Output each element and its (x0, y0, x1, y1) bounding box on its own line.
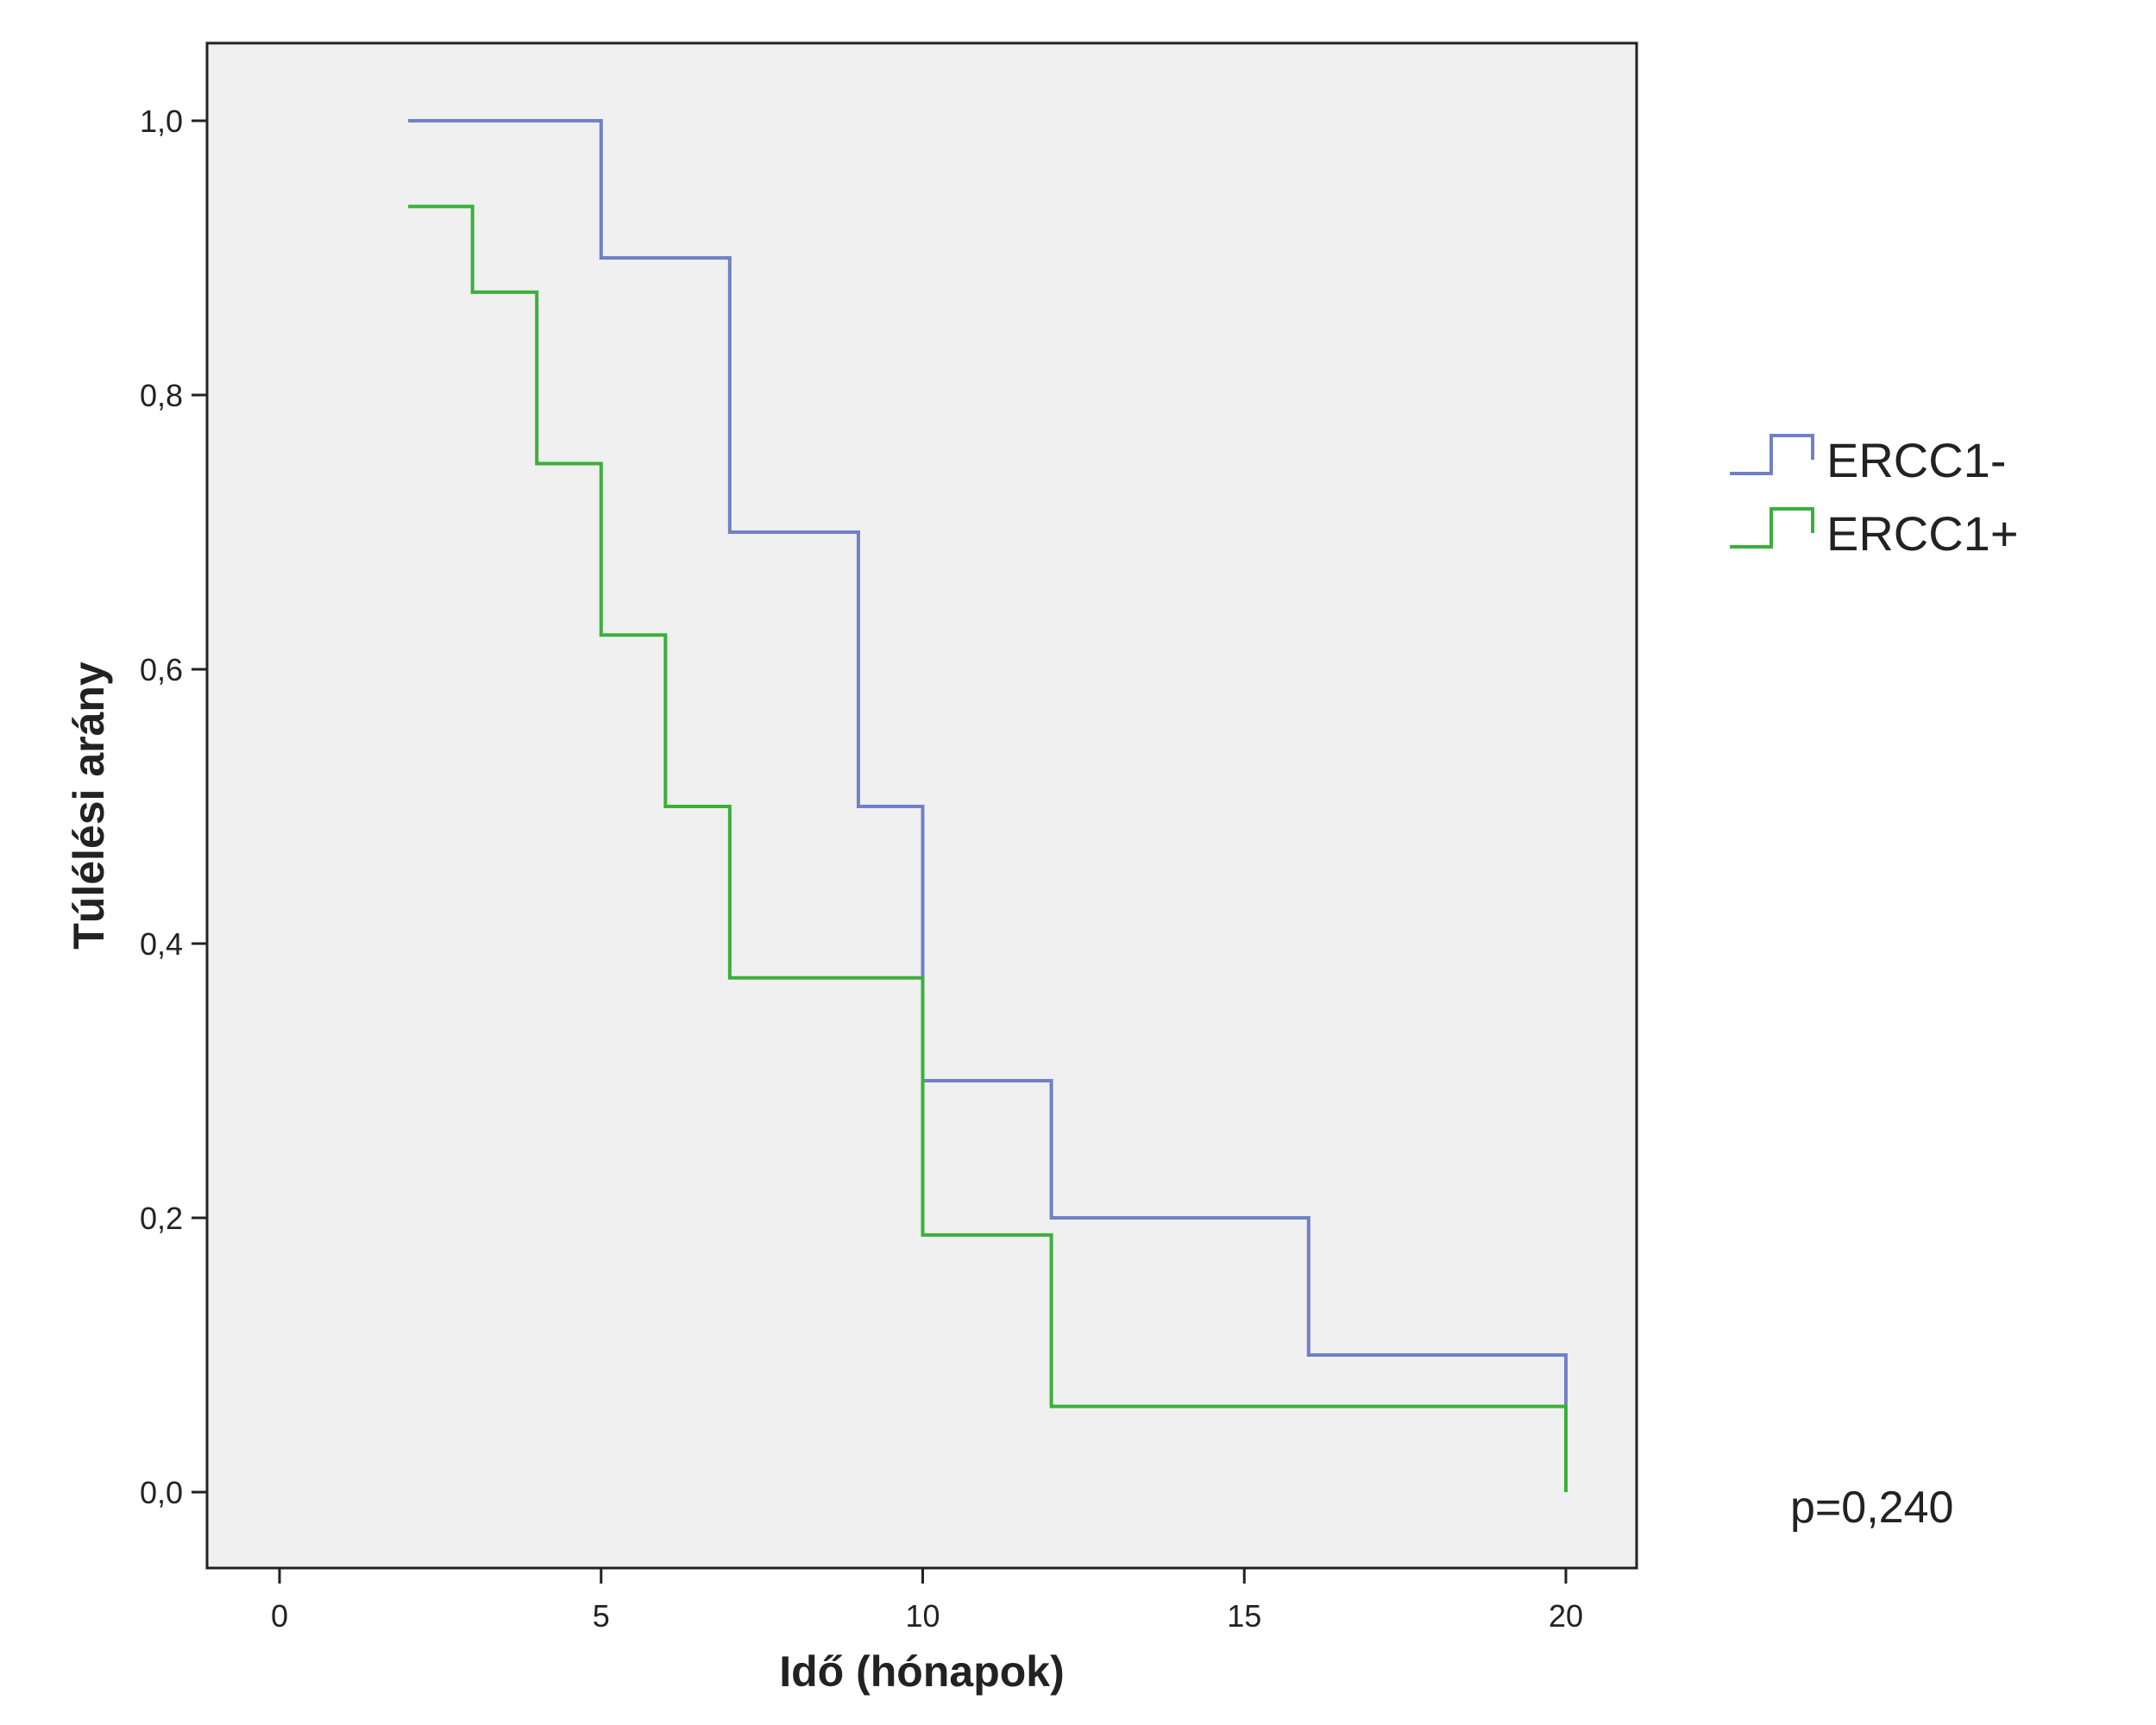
x-tick-label: 0 (271, 1598, 288, 1634)
x-tick-label: 15 (1227, 1598, 1261, 1634)
legend-swatch (1730, 507, 1814, 549)
legend-label: ERCC1+ (1826, 506, 2019, 561)
y-tick-label: 1,0 (140, 104, 183, 139)
y-axis-title: Túlélési arány (65, 662, 113, 950)
y-tick-label: 0,8 (140, 378, 183, 413)
legend: ERCC1- ERCC1+ (1730, 433, 2019, 561)
x-axis: 0 5 10 15 20 (271, 1568, 1583, 1634)
y-tick-label: 0,2 (140, 1201, 183, 1236)
series-line-ercc1-positive (408, 204, 1568, 1492)
x-tick-label: 20 (1549, 1598, 1583, 1634)
x-tick-label: 10 (905, 1598, 940, 1634)
x-axis-title: Idő (hónapok) (779, 1647, 1065, 1696)
x-tick-label: 5 (593, 1598, 610, 1634)
y-tick-label: 0,6 (140, 652, 183, 687)
legend-swatch (1730, 434, 1814, 475)
series-line-ercc1-negative (408, 119, 1568, 1492)
y-axis: 0,0 0,2 0,4 0,6 0,8 1,0 (140, 104, 207, 1510)
p-value-annotation: p=0,240 (1790, 1483, 1953, 1533)
y-tick-label: 0,4 (140, 926, 183, 962)
y-tick-label: 0,0 (140, 1475, 183, 1510)
legend-label: ERCC1- (1826, 433, 2006, 487)
series-layer (408, 119, 1568, 1492)
